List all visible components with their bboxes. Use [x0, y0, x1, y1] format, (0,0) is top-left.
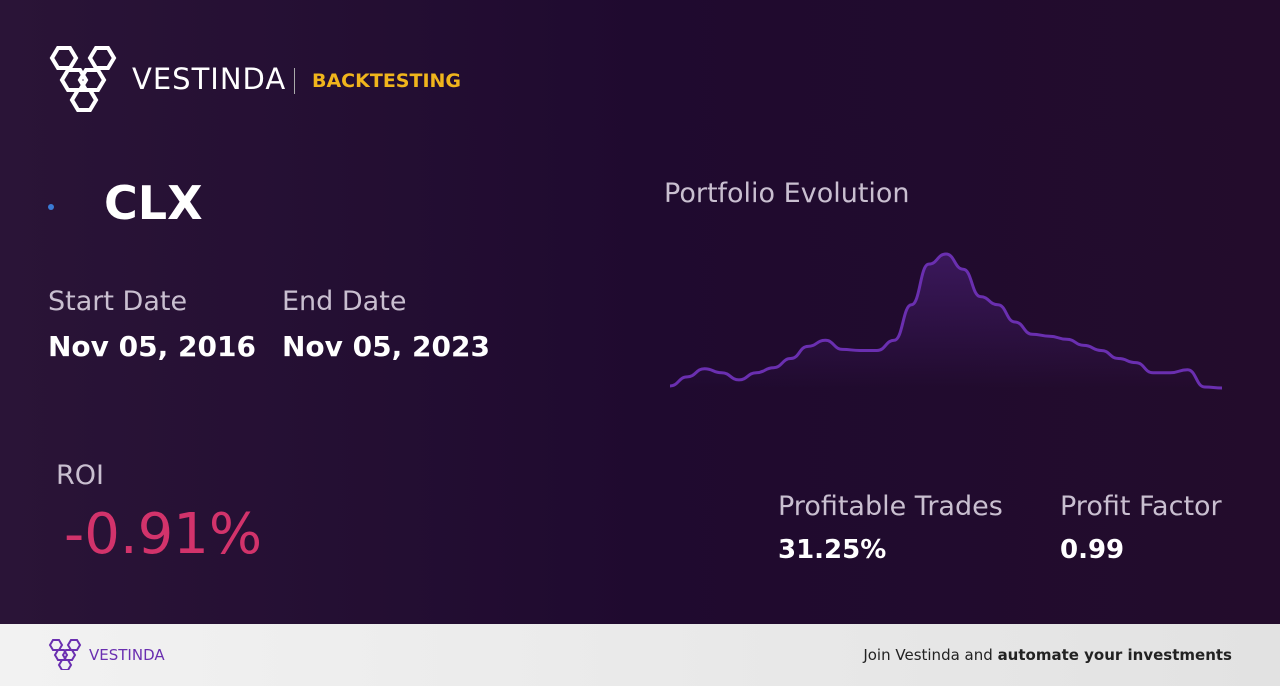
cta-prefix: Join Vestinda and [863, 646, 993, 664]
line-area [670, 254, 1222, 388]
footer-logo [48, 639, 82, 670]
footer-brand: VESTINDA [89, 646, 165, 664]
brand: VESTINDA [132, 62, 287, 96]
ticker: CLX [104, 176, 203, 230]
stat-label: Profitable Trades [778, 491, 1003, 522]
stat-label: Profit Factor [1060, 491, 1222, 522]
end-value: Nov 05, 2023 [282, 330, 490, 363]
line [669, 252, 1223, 390]
logo [49, 46, 117, 112]
roi-value: -0.91% [64, 502, 263, 567]
chart [669, 252, 1223, 390]
start-value: Nov 05, 2016 [48, 330, 256, 363]
stat-value: 0.99 [1060, 535, 1125, 565]
cta-bold: automate your investments [997, 646, 1232, 664]
section: BACKTESTING [312, 70, 462, 92]
cta: Join Vestinda and automate your investme… [863, 646, 1232, 664]
footer: VESTINDA Join Vestinda and automate your… [0, 624, 1280, 686]
roi-label: ROI [56, 460, 104, 491]
chart-title: Portfolio Evolution [664, 178, 910, 209]
start-label: Start Date [48, 286, 188, 317]
ticker-icon [48, 204, 54, 210]
end-label: End Date [282, 286, 407, 317]
divider [294, 68, 295, 94]
stat-value: 31.25% [778, 535, 887, 565]
